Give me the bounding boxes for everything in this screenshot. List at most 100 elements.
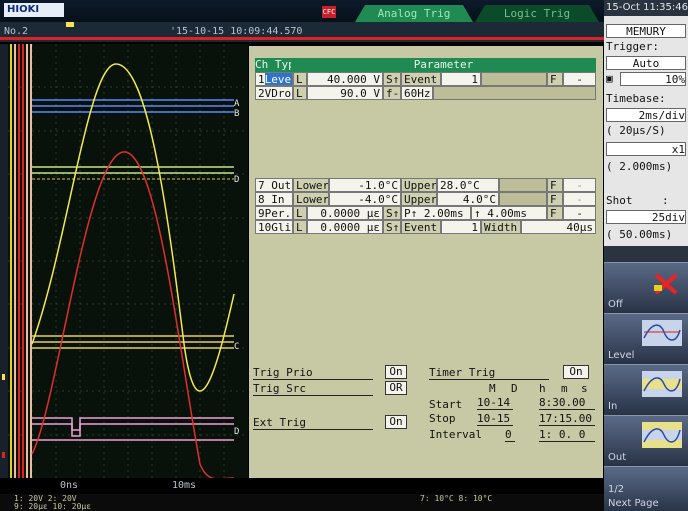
marker-c: C [234,342,239,352]
row9-level[interactable]: 0.0000 με [307,206,383,220]
row10-width[interactable]: 40μs [521,220,596,234]
row2-type[interactable]: 2VDrop [255,86,293,100]
time-axis: 0ns 10ms [0,478,604,494]
row9-end[interactable]: - [563,206,596,220]
col-ch-type: Ch Type [255,58,291,72]
row8-lower[interactable]: -4.0°C [329,192,401,206]
softkey-off[interactable]: Off [604,262,688,312]
stop-date[interactable]: 10-15 [477,412,513,426]
zoom-multiplier[interactable]: x1 [606,142,686,156]
row7-lower-label: Lower [293,178,329,192]
row2-slope[interactable]: L [293,86,307,100]
start-label: Start [429,398,463,411]
row10-mode[interactable]: S↑ [383,220,401,234]
trig-prio-toggle[interactable]: On [385,365,407,379]
time-label-start: 0ns [60,480,79,491]
col-hour: h [539,382,546,395]
status-subbar: No.2 '15-10-15 10:09:44.570 [0,22,604,42]
shot-label: Shot [606,194,633,207]
trig-src-select[interactable]: OR [385,381,407,395]
tab-analog-trig[interactable]: Analog Trig [355,5,473,22]
row1-filter[interactable]: F [547,72,563,86]
trigger-mode-select[interactable]: Auto [606,56,686,70]
row7-upper[interactable]: 28.0°C [437,178,499,192]
row7-filter[interactable]: F [547,178,563,192]
row1-type[interactable]: 1Level [255,72,293,86]
channel-number: No.2 [4,26,29,37]
row7-end[interactable]: - [563,178,596,192]
timer-trig-label: Timer Trig [429,366,549,380]
window-out-icon [642,422,682,448]
col-sec: s [581,382,588,395]
row1-event[interactable]: 1 [441,72,481,86]
start-date[interactable]: 10-14 [477,396,513,410]
channel-scale-footer: 1: 20V 2: 20V 9: 20με 10: 20με 7: 10°C 8… [0,494,604,511]
ext-trig-toggle[interactable]: On [385,415,407,429]
stop-time[interactable]: 17:15.00 [539,412,595,426]
footer-scale-2: 9: 20με 10: 20με [14,502,92,511]
time-label-10ms: 10ms [172,480,197,491]
footer-scale-3: 7: 10°C 8: 10°C [420,494,493,503]
row2-mode[interactable]: f- [383,86,401,100]
row8-lower-label: Lower [293,192,329,206]
interval-time[interactable]: 1: 0. 0 [539,428,595,442]
timebase-range: ( 2.000ms) [606,160,673,173]
row10-type[interactable]: 10Glit. [255,220,293,234]
row8-type[interactable]: 8 In [255,192,293,206]
row7-upper-label: Upper [401,178,437,192]
row8-upper-label: Upper [401,192,437,206]
row8-filter[interactable]: F [547,192,563,206]
trigger-label: Trigger: [606,40,659,53]
waveform-display[interactable]: A B D C D [8,44,248,480]
window-in-icon [642,371,682,397]
col-min: m [561,382,568,395]
row9-mode[interactable]: S↑ [383,206,401,220]
row10-level[interactable]: 0.0000 με [307,220,383,234]
softkey-level[interactable]: Level [604,313,688,363]
marker-a: A [234,99,240,109]
row2-level[interactable]: 90.0 V [307,86,383,100]
clock: 15-Oct 11:35:46 [606,2,688,13]
trig-prio-label: Trig Prio [253,366,373,380]
col-month: M [489,382,496,395]
row7-lower[interactable]: -1.0°C [329,178,401,192]
pretrigger-value[interactable]: 10% [620,72,686,86]
softkey-next-page[interactable]: 1/2 Next Page [604,466,688,511]
row9-filter[interactable]: F [547,206,563,220]
stop-label: Stop [429,412,456,425]
row7-type[interactable]: 7 Out [255,178,293,192]
shot-length-select[interactable]: 25div [606,210,686,224]
trigger-timestamp: '15-10-15 10:09:44.570 [170,26,303,37]
trigger-marker-icon [66,22,74,27]
row10-slope[interactable]: L [293,220,307,234]
timebase-label: Timebase: [606,92,666,105]
row1-end[interactable]: - [563,72,596,86]
row8-end[interactable]: - [563,192,596,206]
row1-slope[interactable]: L [293,72,307,86]
timebase-select[interactable]: 2ms/div [606,108,686,122]
pretrigger-icon: ▣ [606,72,613,85]
row9-type[interactable]: 9Per. [255,206,293,220]
row1-mode[interactable]: S↑ [383,72,401,86]
parameter-panel: Ch Type Parameter 1Level L 40.000 V S↑ E… [249,46,603,478]
level-trigger-icon [642,320,682,346]
row9-period-low[interactable]: P↑ 2.00ms [401,206,471,220]
close-x-icon [654,273,678,295]
timer-trig-toggle[interactable]: On [563,365,589,379]
row8-upper[interactable]: 4.0°C [437,192,499,206]
softkey-out[interactable]: Out [604,415,688,465]
marker-d2: D [234,427,239,437]
mode-select[interactable]: MEMURY [606,24,686,38]
tab-logic-trig[interactable]: Logic Trig [475,5,599,22]
row1-level[interactable]: 40.000 V [307,72,383,86]
row2-freq[interactable]: 60Hz [401,86,433,100]
row9-slope[interactable]: L [293,206,307,220]
start-time[interactable]: 8:30.00 [539,396,595,410]
row10-event[interactable]: 1 [441,220,481,234]
interval-day[interactable]: 0 [505,428,515,442]
softkey-in[interactable]: In [604,364,688,414]
row9-period-high[interactable]: ↑ 4.00ms [471,206,547,220]
row1-event-label: Event [401,72,441,86]
marker-d: D [234,175,239,185]
waveform-svg: A B D C D [8,44,248,480]
